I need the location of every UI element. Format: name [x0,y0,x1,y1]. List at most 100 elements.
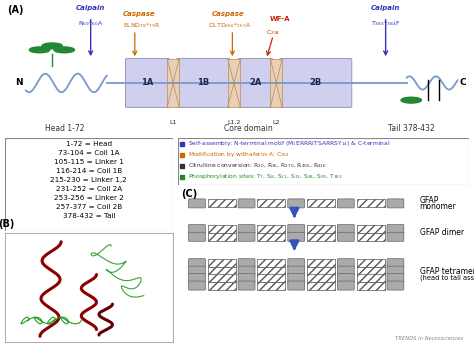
Bar [167,59,179,107]
Circle shape [54,47,74,53]
Text: TRENDS in Neurosciences: TRENDS in Neurosciences [395,336,464,341]
Text: 1A: 1A [141,78,154,88]
Text: GFAP: GFAP [419,196,439,205]
Text: C: C [459,78,465,88]
Text: WF-A: WF-A [270,16,291,22]
Text: T$_{383}$*$_{384}$F: T$_{383}$*$_{384}$F [371,19,400,28]
FancyBboxPatch shape [288,232,305,241]
Text: L1: L1 [169,120,177,125]
Text: (A): (A) [7,5,24,15]
Bar [307,225,335,233]
FancyBboxPatch shape [387,274,404,283]
FancyBboxPatch shape [189,266,205,275]
FancyBboxPatch shape [288,281,305,290]
Bar [208,199,236,208]
FancyBboxPatch shape [288,199,305,208]
FancyBboxPatch shape [387,259,404,268]
FancyBboxPatch shape [178,138,469,185]
Text: Tail 378-432: Tail 378-432 [388,124,435,133]
FancyBboxPatch shape [189,225,205,234]
FancyBboxPatch shape [288,266,305,275]
FancyBboxPatch shape [387,225,404,234]
Text: Caspase: Caspase [123,11,156,17]
FancyBboxPatch shape [5,138,173,231]
FancyBboxPatch shape [288,225,305,234]
FancyBboxPatch shape [288,274,305,283]
Bar [208,274,236,282]
Text: GFAP dimer: GFAP dimer [419,228,464,238]
Text: 1B: 1B [197,78,210,88]
Circle shape [401,97,421,103]
Text: 116-214 = Coil 1B: 116-214 = Coil 1B [56,168,122,174]
Bar [208,233,236,241]
FancyBboxPatch shape [387,281,404,290]
FancyBboxPatch shape [238,281,255,290]
Bar [257,282,285,289]
Bar [307,199,335,208]
FancyBboxPatch shape [337,259,354,268]
Bar [356,233,384,241]
Text: N: N [15,78,22,88]
Bar [257,274,285,282]
Text: Calpain: Calpain [76,6,105,11]
Text: 73-104 = Coil 1A: 73-104 = Coil 1A [58,150,120,156]
Text: C$_{294}$: C$_{294}$ [266,28,281,37]
Bar [307,267,335,275]
Bar [208,259,236,267]
FancyBboxPatch shape [337,225,354,234]
FancyBboxPatch shape [189,199,205,208]
Bar [228,59,240,107]
FancyBboxPatch shape [238,199,255,208]
FancyBboxPatch shape [337,199,354,208]
FancyBboxPatch shape [238,232,255,241]
Text: L1,2: L1,2 [227,120,240,125]
FancyBboxPatch shape [189,281,205,290]
Text: 257-377 = Coil 2B: 257-377 = Coil 2B [56,204,122,210]
FancyBboxPatch shape [238,259,255,268]
FancyBboxPatch shape [387,266,404,275]
Bar [356,274,384,282]
Text: Citrulline conversion: R$_{30}$, R$_{36}$, R$_{270}$, R$_{406}$, R$_{416}$: Citrulline conversion: R$_{30}$, R$_{36}… [188,161,327,170]
Text: Self-assembly: N-terminal motif (M$_1$ERRRITSARRSY$_{14}$) & C-terminal: Self-assembly: N-terminal motif (M$_1$ER… [188,139,391,148]
FancyBboxPatch shape [189,274,205,283]
FancyBboxPatch shape [126,59,170,107]
FancyBboxPatch shape [238,225,255,234]
Text: GFAP tetramer: GFAP tetramer [419,267,474,276]
FancyBboxPatch shape [288,259,305,268]
Bar [307,259,335,267]
Circle shape [42,43,63,49]
Text: 2A: 2A [249,78,262,88]
FancyBboxPatch shape [387,199,404,208]
FancyBboxPatch shape [238,59,273,107]
Text: ELND$_{78}$*$_{79}$R: ELND$_{78}$*$_{79}$R [123,21,161,30]
FancyBboxPatch shape [280,59,352,107]
Bar [356,267,384,275]
Bar [208,225,236,233]
Text: L2: L2 [272,120,280,125]
Text: Phosphorylation sites: T$_7$, S$_8$, S$_{11}$, S$_{13}$, S$_{38}$, S$_{59}$, T$_: Phosphorylation sites: T$_7$, S$_8$, S$_… [188,172,343,181]
FancyBboxPatch shape [387,232,404,241]
Bar [356,199,384,208]
Text: Modification by withaferin-A: C$_{294}$: Modification by withaferin-A: C$_{294}$ [188,150,290,159]
Bar [356,259,384,267]
Text: (head to tail assembly): (head to tail assembly) [419,275,474,281]
Text: 105-115 = Linker 1: 105-115 = Linker 1 [54,159,124,165]
Bar [307,282,335,289]
Bar [257,259,285,267]
Bar [307,233,335,241]
Text: DLTD$_{266}$*$_{267}$A: DLTD$_{266}$*$_{267}$A [209,21,252,30]
Text: monomer: monomer [419,202,456,211]
Bar [208,267,236,275]
Circle shape [29,47,50,53]
Bar [356,282,384,289]
Bar [257,225,285,233]
Bar [356,225,384,233]
Text: 378-432 = Tail: 378-432 = Tail [63,213,115,219]
Bar [257,267,285,275]
Text: Head 1-72: Head 1-72 [46,124,85,133]
Bar [307,274,335,282]
Bar [257,199,285,208]
FancyBboxPatch shape [238,266,255,275]
Text: Core domain: Core domain [224,124,273,133]
Text: (B): (B) [0,219,14,229]
